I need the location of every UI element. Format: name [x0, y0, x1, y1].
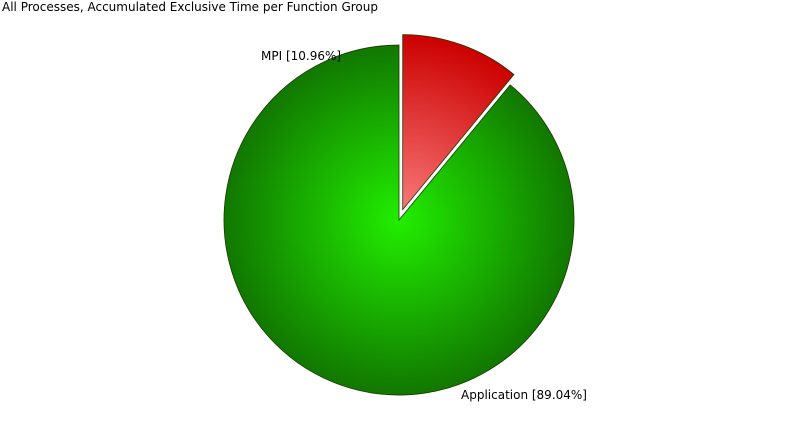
- pie-slice-mpi: [402, 34, 515, 211]
- pie-slices: [223, 34, 575, 396]
- slice-label-application: Application [89.04%]: [461, 388, 587, 402]
- pie-labels: MPI [10.96%] Application [89.04%]: [261, 49, 587, 402]
- pie-slice-application: [223, 44, 575, 396]
- chart-title: All Processes, Accumulated Exclusive Tim…: [2, 0, 378, 14]
- slice-label-mpi: MPI [10.96%]: [261, 49, 341, 63]
